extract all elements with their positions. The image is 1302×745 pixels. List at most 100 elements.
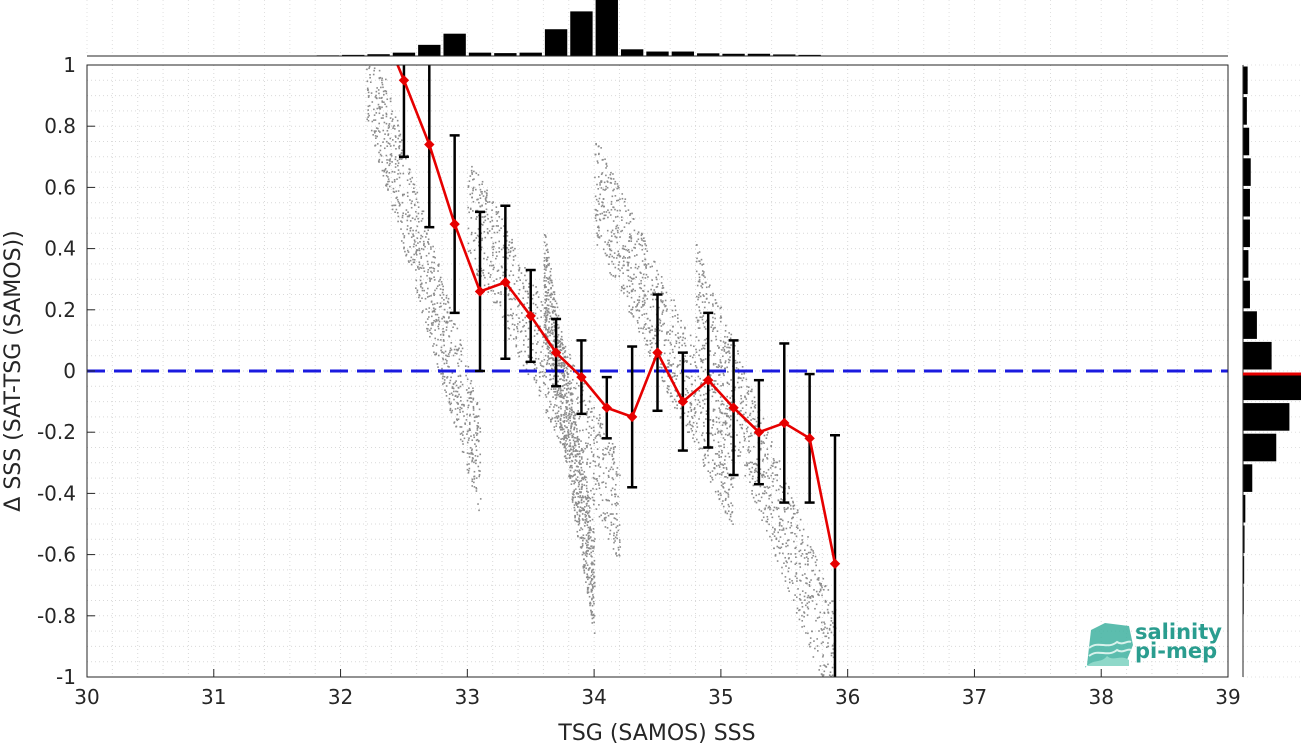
scatter-point: [723, 412, 726, 415]
scatter-point: [448, 316, 450, 318]
scatter-point: [642, 237, 645, 240]
scatter-point: [655, 286, 658, 288]
scatter-point: [615, 513, 618, 515]
scatter-point: [745, 404, 748, 406]
scatter-point: [426, 330, 429, 332]
scatter-point: [595, 435, 598, 438]
scatter-point: [544, 326, 547, 328]
scatter-point: [563, 445, 566, 448]
scatter-point: [713, 391, 715, 393]
scatter-point: [475, 172, 478, 175]
scatter-point: [388, 123, 391, 125]
scatter-point: [532, 342, 534, 345]
scatter-point: [593, 615, 596, 617]
scatter-point: [660, 353, 663, 356]
scatter-point: [695, 366, 698, 369]
scatter-point: [462, 451, 465, 454]
scatter-point: [571, 434, 573, 437]
scatter-point: [513, 297, 515, 300]
scatter-point: [640, 237, 643, 240]
scatter-point: [527, 356, 530, 358]
scatter-point: [736, 361, 739, 364]
scatter-point: [605, 453, 607, 456]
scatter-point: [563, 365, 565, 368]
scatter-point: [445, 362, 448, 364]
scatter-point: [564, 449, 567, 452]
scatter-point: [556, 323, 559, 326]
scatter-point: [726, 434, 729, 437]
scatter-point: [710, 385, 713, 387]
scatter-point: [577, 384, 580, 387]
scatter-point: [592, 539, 594, 542]
scatter-point: [787, 552, 790, 555]
scatter-point: [567, 387, 570, 390]
scatter-point: [813, 640, 815, 642]
scatter-point: [566, 420, 568, 422]
scatter-point: [709, 374, 712, 376]
scatter-point: [605, 188, 607, 191]
scatter-point: [745, 427, 748, 430]
scatter-point: [718, 374, 721, 376]
scatter-point: [719, 307, 722, 309]
scatter-point: [717, 305, 719, 308]
scatter-point: [720, 366, 723, 369]
scatter-point: [662, 323, 664, 326]
scatter-point: [633, 246, 635, 249]
scatter-point: [562, 384, 564, 387]
scatter-point: [418, 220, 420, 223]
scatter-point: [720, 474, 723, 476]
scatter-point: [687, 391, 689, 394]
scatter-point: [466, 413, 468, 416]
scatter-point: [430, 327, 432, 330]
scatter-point: [581, 485, 584, 488]
scatter-point: [713, 467, 715, 469]
scatter-point: [748, 468, 751, 470]
scatter-point: [561, 385, 564, 388]
scatter-point: [795, 546, 797, 549]
scatter-point: [719, 431, 722, 434]
scatter-point: [635, 306, 637, 308]
scatter-point: [543, 257, 546, 259]
scatter-point: [477, 426, 479, 429]
scatter-point: [394, 211, 396, 213]
scatter-point: [409, 246, 411, 248]
scatter-point: [550, 281, 553, 284]
scatter-point: [508, 289, 511, 292]
scatter-point: [486, 231, 489, 234]
scatter-point: [620, 216, 623, 219]
scatter-point: [754, 480, 757, 483]
scatter-point: [602, 457, 605, 460]
scatter-point: [541, 304, 544, 306]
scatter-point: [696, 403, 699, 406]
scatter-point: [597, 225, 600, 228]
scatter-point: [666, 390, 669, 393]
scatter-point: [475, 434, 478, 436]
scatter-point: [742, 446, 745, 448]
scatter-point: [722, 471, 725, 473]
scatter-point: [644, 243, 646, 245]
scatter-point: [724, 342, 726, 345]
right-histogram-bar: [1243, 403, 1290, 431]
scatter-point: [668, 362, 670, 364]
scatter-point: [607, 499, 609, 502]
scatter-point: [587, 416, 589, 419]
scatter-point: [716, 428, 719, 430]
scatter-point: [700, 360, 702, 363]
scatter-point: [541, 345, 544, 348]
scatter-point: [397, 164, 399, 167]
scatter-point: [389, 97, 392, 100]
scatter-point: [752, 417, 754, 420]
scatter-point: [781, 566, 783, 569]
scatter-point: [711, 324, 714, 326]
scatter-point: [466, 378, 469, 381]
scatter-point: [578, 469, 581, 471]
scatter-point: [559, 343, 562, 346]
scatter-point: [409, 178, 412, 180]
scatter-point: [703, 403, 706, 405]
scatter-point: [816, 638, 818, 640]
scatter-point: [562, 371, 565, 374]
scatter-point: [751, 477, 754, 480]
scatter-point: [498, 250, 501, 253]
scatter-point: [425, 236, 427, 238]
scatter-point: [626, 249, 629, 252]
